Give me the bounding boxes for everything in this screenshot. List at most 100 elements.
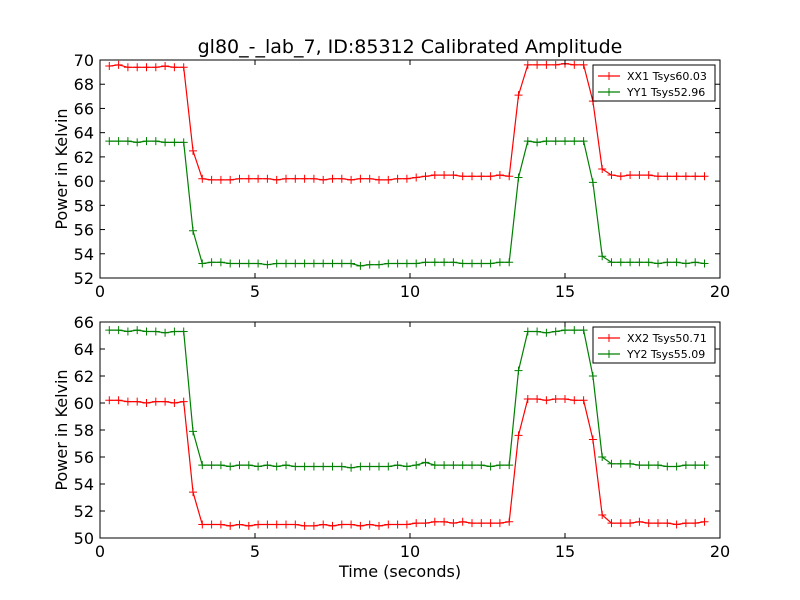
legend-marker — [605, 88, 613, 96]
data-point — [105, 62, 114, 71]
data-point — [189, 226, 197, 235]
data-point — [179, 327, 188, 336]
data-point — [635, 517, 644, 526]
data-point — [337, 174, 346, 183]
data-point — [449, 461, 458, 470]
data-point — [607, 519, 616, 528]
data-point — [681, 519, 690, 528]
data-point — [179, 397, 188, 406]
data-point — [207, 520, 216, 529]
data-point — [440, 171, 449, 180]
data-point — [551, 394, 560, 403]
data-point — [579, 137, 588, 146]
legend-marker — [605, 350, 613, 358]
data-point — [263, 260, 272, 269]
data-point — [189, 427, 197, 436]
data-point — [198, 520, 207, 529]
data-point — [644, 258, 653, 267]
data-point — [133, 326, 142, 335]
data-point — [170, 63, 179, 72]
data-point — [607, 459, 616, 468]
data-point — [412, 173, 421, 182]
data-point — [514, 91, 523, 100]
data-point — [114, 137, 123, 146]
data-point — [691, 258, 700, 267]
data-point — [244, 521, 253, 530]
data-point — [263, 520, 272, 529]
data-point — [533, 394, 542, 403]
data-point — [616, 258, 625, 267]
data-point — [226, 462, 235, 471]
data-point — [495, 461, 504, 470]
data-point — [700, 517, 709, 526]
data-point — [663, 519, 672, 528]
x-tick-label: 5 — [250, 542, 260, 561]
y-tick-label: 60 — [74, 394, 94, 413]
data-point — [365, 260, 374, 269]
data-point — [216, 520, 225, 529]
data-point — [598, 453, 607, 461]
data-point — [598, 165, 607, 173]
data-point — [477, 259, 486, 268]
data-point — [486, 259, 495, 268]
data-point — [598, 252, 607, 261]
y-tick-label: 52 — [74, 502, 94, 521]
data-point — [105, 396, 114, 405]
x-tick-label: 0 — [95, 282, 105, 301]
data-point — [337, 259, 346, 268]
data-point — [375, 260, 383, 269]
data-point — [681, 172, 690, 181]
data-point — [449, 171, 458, 180]
y-tick-label: 66 — [74, 99, 94, 118]
data-point — [291, 520, 300, 529]
data-point — [356, 521, 365, 530]
data-point — [663, 172, 672, 181]
data-point — [375, 521, 383, 530]
data-point — [505, 517, 514, 526]
data-point — [142, 63, 151, 72]
data-point — [272, 259, 281, 268]
data-point — [179, 63, 188, 72]
data-point — [161, 138, 170, 147]
data-point — [244, 259, 253, 268]
y-tick-label: 50 — [74, 529, 94, 548]
data-point — [375, 462, 383, 471]
data-point — [542, 60, 551, 69]
data-point — [672, 462, 681, 471]
data-point — [468, 461, 476, 470]
data-point — [272, 462, 281, 471]
data-point — [691, 172, 700, 181]
data-point — [505, 258, 514, 267]
legend: XX2 Tsys50.71 YY2 Tsys55.09 — [592, 326, 716, 364]
data-point — [226, 259, 235, 268]
y-tick-label: 60 — [74, 172, 94, 191]
data-point — [300, 462, 309, 471]
data-point — [356, 174, 365, 183]
data-point — [309, 462, 318, 471]
data-point — [626, 171, 635, 180]
data-point — [365, 462, 374, 471]
legend-label: YY1 Tsys52.96 — [626, 86, 705, 99]
data-point — [207, 175, 216, 184]
data-point — [421, 172, 430, 181]
legend-box — [592, 64, 716, 102]
legend-box — [592, 326, 716, 364]
data-point — [402, 174, 411, 183]
y-tick-label: 62 — [74, 367, 94, 386]
y-tick-label: 70 — [74, 51, 94, 70]
y-tick-label: 54 — [74, 475, 94, 494]
data-point — [189, 488, 197, 497]
x-tick-label: 15 — [555, 282, 575, 301]
data-point — [356, 261, 365, 270]
data-point — [486, 519, 495, 528]
y-tick-label: 68 — [74, 75, 94, 94]
data-point — [458, 461, 467, 470]
data-point — [123, 397, 132, 406]
data-point — [198, 461, 207, 470]
data-point — [328, 174, 337, 183]
data-point — [328, 259, 337, 268]
y-tick-label: 52 — [74, 269, 94, 288]
y-tick-label: 64 — [74, 340, 94, 359]
data-point — [458, 172, 467, 181]
chart-title: gl80_-_lab_7, ID:85312 Calibrated Amplit… — [198, 36, 623, 58]
